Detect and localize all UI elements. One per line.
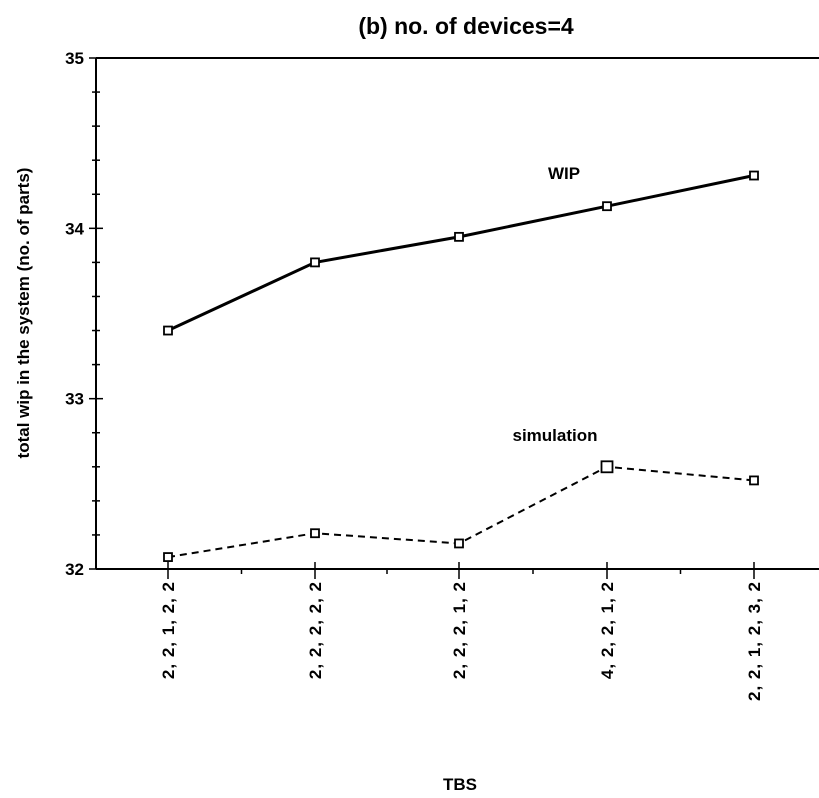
data-point-marker [454,538,464,549]
data-point-marker [749,170,759,181]
annotation-wip: WIP [548,164,580,183]
x-axis-title: TBS [443,775,477,794]
x-tick-label: 2, 2, 2, 2, 2 [306,581,325,679]
data-point-marker [600,460,614,474]
annotation-simulation: simulation [512,426,597,445]
data-point-marker [163,325,173,336]
series-line-wip [167,174,755,332]
y-ticks: 32 33 34 35 [65,49,103,579]
y-tick-label: 33 [65,390,84,409]
data-point-marker [602,201,612,212]
x-tick-label: 4, 2, 2, 1, 2 [598,581,617,679]
data-point-marker [163,552,173,562]
y-axis-title: total wip in the system (no. of parts) [14,168,33,459]
x-tick-label: 2, 2, 1, 2, 2 [159,581,178,679]
data-point-marker [454,231,464,242]
data-point-marker [310,257,320,268]
x-tick-label: 2, 2, 2, 1, 2 [450,581,469,679]
x-ticks: 2, 2, 1, 2, 2 2, 2, 2, 2, 2 2, 2, 2, 1, 2 4… [159,562,764,701]
data-point-marker [749,475,759,486]
data-point-marker [310,528,320,539]
y-tick-label: 32 [65,560,84,579]
y-tick-label: 35 [65,49,84,68]
x-tick-label: 2, 2, 1, 2, 3, 2 [745,581,764,701]
axes [95,57,819,570]
chart-title: (b) no. of devices=4 [358,13,574,39]
y-tick-label: 34 [65,219,84,238]
series-group [163,170,759,562]
